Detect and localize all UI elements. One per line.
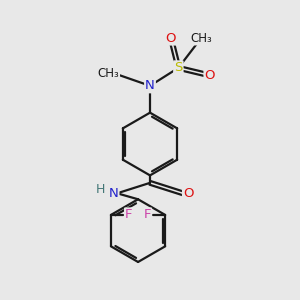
Text: S: S xyxy=(174,61,183,74)
Text: H: H xyxy=(96,183,105,196)
Text: N: N xyxy=(145,79,155,92)
Text: O: O xyxy=(166,32,176,44)
Text: N: N xyxy=(109,187,118,200)
Text: O: O xyxy=(205,69,215,82)
Text: CH₃: CH₃ xyxy=(190,32,212,44)
Text: F: F xyxy=(125,208,133,221)
Text: F: F xyxy=(143,208,151,221)
Text: CH₃: CH₃ xyxy=(97,68,119,80)
Text: O: O xyxy=(183,187,194,200)
